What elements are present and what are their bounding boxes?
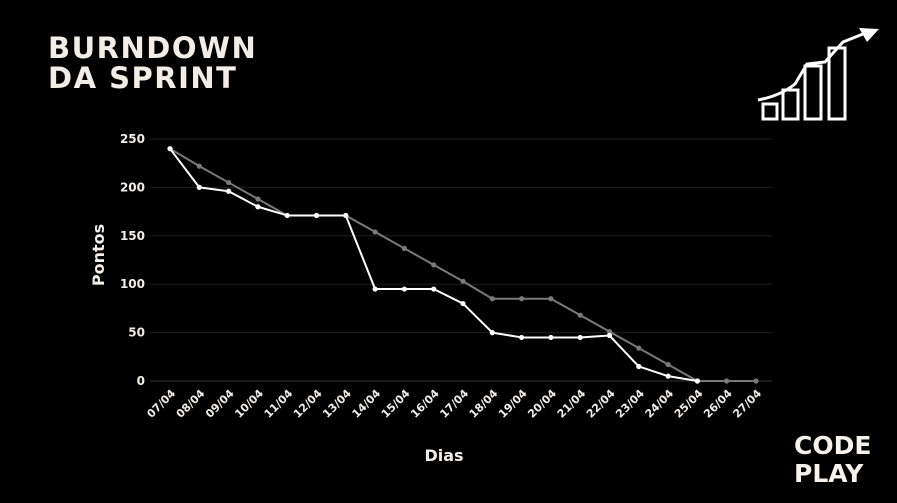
data-point — [460, 300, 466, 307]
data-point — [284, 212, 290, 219]
x-tick-label: 27/04 — [730, 387, 764, 421]
data-point — [724, 378, 730, 384]
x-tick-label: 16/04 — [408, 387, 442, 421]
x-tick-label: 08/04 — [174, 387, 208, 421]
data-point — [519, 296, 525, 302]
data-point — [665, 361, 671, 368]
data-point — [460, 278, 466, 284]
data-point — [665, 373, 671, 379]
y-tick-label: 100 — [120, 277, 145, 291]
x-tick-label: 12/04 — [291, 387, 325, 421]
data-point — [753, 378, 759, 384]
y-tick-labels: 0 50 100 150 200 250 — [120, 132, 145, 388]
x-tick-label: 26/04 — [701, 387, 735, 421]
y-tick-label: 200 — [120, 180, 145, 194]
title-line-2: DA SPRINT — [48, 61, 238, 95]
y-tick-label: 50 — [128, 326, 145, 340]
data-point — [196, 184, 202, 190]
data-point — [226, 179, 232, 186]
data-point — [606, 332, 613, 339]
x-tick-label: 23/04 — [613, 387, 647, 421]
growth-chart-icon — [757, 28, 879, 121]
page-title: BURNDOWN DA SPRINT — [48, 33, 257, 93]
x-tick-label: 14/04 — [350, 387, 384, 421]
data-point — [694, 378, 701, 384]
x-tick-label: 09/04 — [203, 387, 237, 421]
data-point — [636, 345, 642, 351]
data-point — [313, 212, 320, 219]
data-point — [431, 262, 437, 268]
data-point — [401, 286, 407, 292]
x-tick-label: 07/04 — [144, 387, 178, 421]
data-point — [372, 229, 378, 235]
title-line-1: BURNDOWN — [48, 31, 258, 65]
x-tick-label: 15/04 — [379, 387, 413, 421]
data-point — [636, 363, 642, 370]
data-point — [255, 204, 261, 210]
x-tick-labels: 07/0408/0409/0410/0411/0412/0413/0414/04… — [144, 387, 764, 421]
x-tick-label: 10/04 — [232, 387, 266, 421]
x-tick-label: 22/04 — [584, 387, 618, 421]
x-tick-label: 13/04 — [320, 387, 354, 421]
data-point — [167, 146, 173, 152]
data-point — [577, 312, 583, 318]
y-tick-label: 250 — [120, 132, 145, 146]
data-point — [226, 188, 232, 194]
x-tick-label: 24/04 — [643, 387, 677, 421]
x-tick-label: 20/04 — [525, 387, 559, 421]
data-point — [401, 245, 407, 251]
data-point — [343, 212, 349, 219]
x-tick-label: 25/04 — [672, 387, 706, 421]
y-tick-label: 150 — [120, 229, 145, 243]
x-tick-label: 19/04 — [496, 387, 530, 421]
data-point — [255, 196, 261, 202]
y-axis-label: Pontos — [89, 224, 108, 286]
x-tick-label: 18/04 — [467, 387, 501, 421]
x-tick-label: 17/04 — [437, 387, 471, 421]
x-tick-label: 11/04 — [262, 387, 296, 421]
logo-line-2: PLAY — [794, 459, 864, 488]
series-lines — [167, 146, 759, 384]
data-point — [519, 334, 525, 341]
data-point — [606, 329, 613, 335]
data-point — [489, 330, 495, 336]
data-point — [196, 163, 202, 169]
y-tick-label: 0 — [137, 374, 145, 388]
grid — [150, 138, 772, 382]
codeplay-logo: CODE PLAY — [794, 432, 884, 488]
x-tick-label: 21/04 — [555, 387, 589, 421]
x-axis-label: Dias — [424, 446, 463, 465]
series-line — [169, 147, 756, 382]
ideal-series — [167, 146, 759, 384]
logo-line-1: CODE — [794, 431, 872, 460]
data-point — [372, 286, 378, 292]
data-point — [548, 296, 554, 302]
actual-series — [167, 146, 701, 384]
data-point — [489, 296, 495, 302]
data-point — [431, 286, 437, 292]
data-point — [548, 334, 554, 341]
data-point — [577, 334, 583, 341]
